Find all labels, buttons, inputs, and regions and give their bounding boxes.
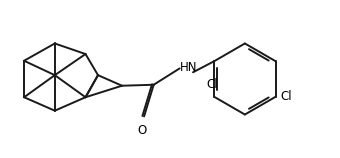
Text: HN: HN	[180, 61, 197, 74]
Text: Cl: Cl	[206, 78, 218, 91]
Text: O: O	[138, 124, 147, 137]
Text: Cl: Cl	[280, 90, 292, 103]
